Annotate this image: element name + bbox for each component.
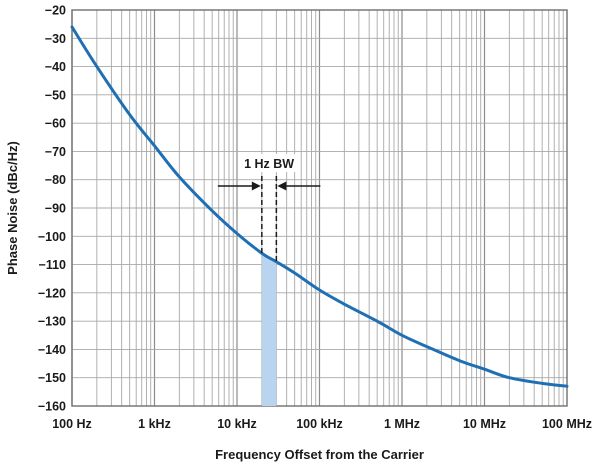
bandwidth-band-layer xyxy=(261,253,277,406)
y-tick-label: −80 xyxy=(45,173,66,187)
x-tick-label: 1 kHz xyxy=(138,417,171,431)
plot-frame xyxy=(71,9,568,407)
bandwidth-label: 1 Hz BW xyxy=(244,157,294,171)
series-layer xyxy=(70,25,569,388)
x-tick-label: 100 MHz xyxy=(542,417,592,431)
y-tick-label: −20 xyxy=(45,4,66,18)
y-tick-label: −60 xyxy=(45,117,66,131)
y-tick-label: −50 xyxy=(45,88,66,102)
bandwidth-band xyxy=(261,253,277,406)
y-tick-label: −100 xyxy=(38,230,66,244)
y-tick-label: −30 xyxy=(45,32,66,46)
y-tick-label: −120 xyxy=(38,286,66,300)
y-tick-label: −150 xyxy=(38,371,66,385)
x-axis-label: Frequency Offset from the Carrier xyxy=(215,447,424,462)
x-tick-label: 1 MHz xyxy=(384,417,420,431)
y-tick-label: −70 xyxy=(45,145,66,159)
y-tick-label: −90 xyxy=(45,202,66,216)
y-tick-label: −40 xyxy=(45,60,66,74)
arrow-left-head xyxy=(251,181,261,191)
x-tick-label: 10 kHz xyxy=(217,417,257,431)
y-tick-label: −160 xyxy=(38,400,66,414)
x-tick-label: 100 kHz xyxy=(296,417,343,431)
y-tick-label: −140 xyxy=(38,343,66,357)
grid xyxy=(71,9,568,407)
y-tick-label: −110 xyxy=(39,258,67,272)
annotation-layer: 1 Hz BW xyxy=(217,154,321,262)
bandwidth-label-bg xyxy=(238,154,301,172)
x-tick-label: 100 Hz xyxy=(52,417,92,431)
series-line-phase-noise xyxy=(70,25,569,388)
y-tick-label: −130 xyxy=(38,315,66,329)
tick-labels: −20 −30 −40 −50 −60 −70 −80 −90 −100 −110 −120 −130… xyxy=(38,4,592,432)
arrow-right-head xyxy=(277,181,287,191)
x-tick-label: 10 MHz xyxy=(463,417,506,431)
y-axis-label: Phase Noise (dBc/Hz) xyxy=(5,141,20,275)
